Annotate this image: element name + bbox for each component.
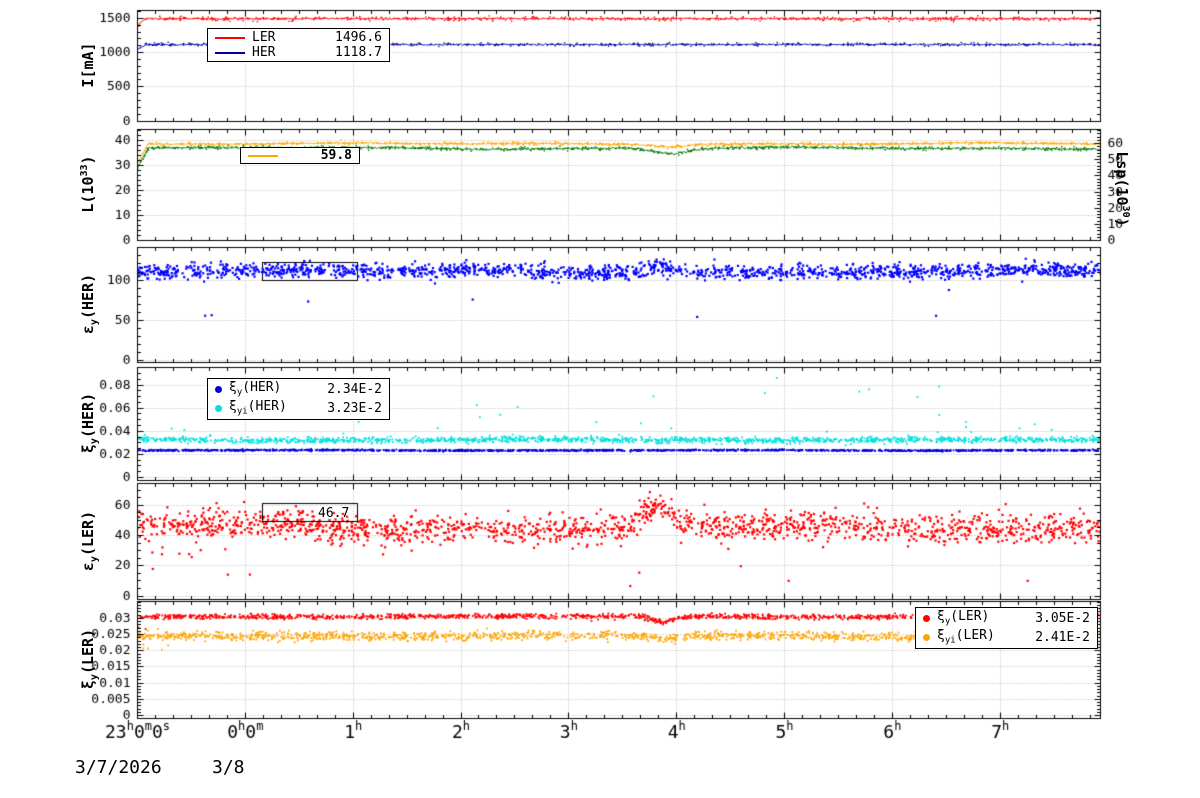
- legend-row-her: HER 1118.7: [215, 46, 382, 59]
- her-line-swatch: [215, 51, 245, 54]
- legend-xi-ler: ξy(LER) 3.05E-2 ξyi(LER) 2.41E-2: [915, 607, 1098, 649]
- legend-label-xii-ler: ξyi(LER): [937, 628, 995, 646]
- xii-her-dot-swatch: [215, 404, 222, 412]
- date-label-next-day: 3/8: [212, 757, 245, 778]
- legend-xi-her: ξy(HER) 2.34E-2 ξyi(HER) 3.23E-2: [207, 378, 390, 420]
- axis-title-luminosity: L(1033): [79, 155, 97, 213]
- date-label-start: 3/7/2026: [75, 757, 162, 778]
- legend-value-xii-ler: 2.41E-2: [1035, 629, 1090, 645]
- ler-line-swatch: [215, 36, 245, 39]
- legend-label-her: HER: [252, 45, 276, 60]
- legend-row-ler: LER 1496.6: [215, 31, 382, 44]
- legend-row-xi-ler: ξy(LER) 3.05E-2: [923, 610, 1090, 627]
- luminosity-line-swatch: [248, 154, 278, 157]
- legend-label-xi-her: ξy(HER): [229, 380, 282, 398]
- legend-label-xi-ler: ξy(LER): [937, 609, 990, 627]
- legend-label-ler: LER: [252, 30, 276, 45]
- legend-label-xii-her: ξyi(HER): [229, 399, 287, 417]
- legend-value-luminosity: 59.8: [320, 148, 352, 163]
- legend-value-xi-ler: 3.05E-2: [1035, 611, 1090, 627]
- legend-row-xi-her: ξy(HER) 2.34E-2: [215, 381, 382, 398]
- legend-value-emittance-ler: 46.7: [318, 506, 350, 521]
- legend-luminosity: 59.8: [240, 147, 360, 164]
- legend-value-xi-her: 2.34E-2: [327, 382, 382, 398]
- legend-row-xii-ler: ξyi(LER) 2.41E-2: [923, 629, 1090, 646]
- xi-her-dot-swatch: [215, 386, 222, 394]
- legend-value-xii-her: 3.23E-2: [327, 400, 382, 416]
- xi-ler-dot-swatch: [923, 615, 930, 623]
- legend-beam-current: LER 1496.6 HER 1118.7: [207, 28, 390, 62]
- xii-ler-dot-swatch: [923, 633, 930, 641]
- legend-row-xii-her: ξyi(HER) 3.23E-2: [215, 400, 382, 417]
- legend-value-ler: 1496.6: [335, 30, 382, 45]
- axis-title-lsp-right: Lsp(1030): [1113, 151, 1131, 227]
- legend-value-her: 1118.7: [335, 45, 382, 60]
- axis-title-xi-ler: ξy(LER): [79, 628, 100, 690]
